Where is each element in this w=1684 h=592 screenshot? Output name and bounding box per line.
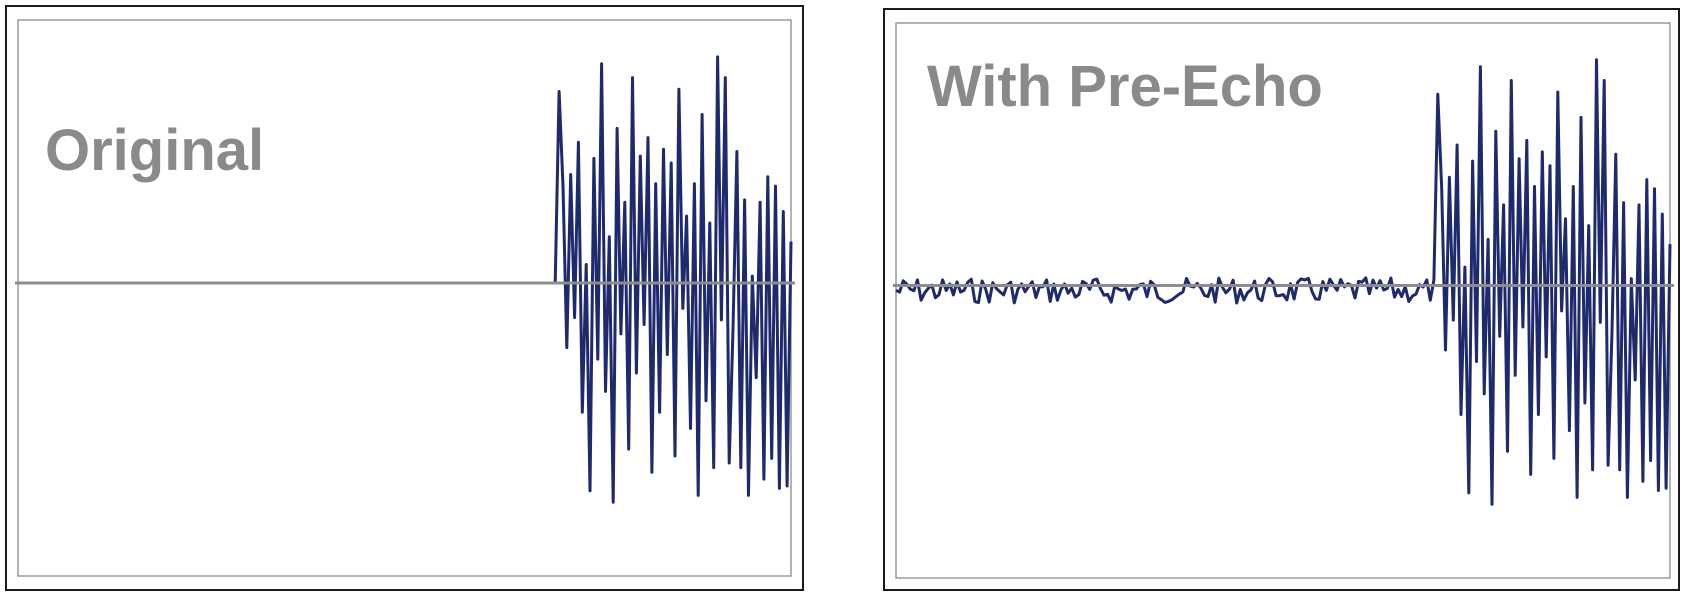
chart-title: Original: [45, 118, 264, 183]
chart-original: Original: [5, 5, 804, 591]
plot-frame: [17, 19, 792, 577]
waveform-line: [18, 55, 793, 504]
chart-title: With Pre-Echo: [927, 54, 1323, 119]
chart-pre-echo: With Pre-Echo: [883, 8, 1680, 591]
chart-pre-echo-plot: With Pre-Echo: [893, 22, 1674, 579]
chart-original-plot: Original: [15, 19, 795, 577]
